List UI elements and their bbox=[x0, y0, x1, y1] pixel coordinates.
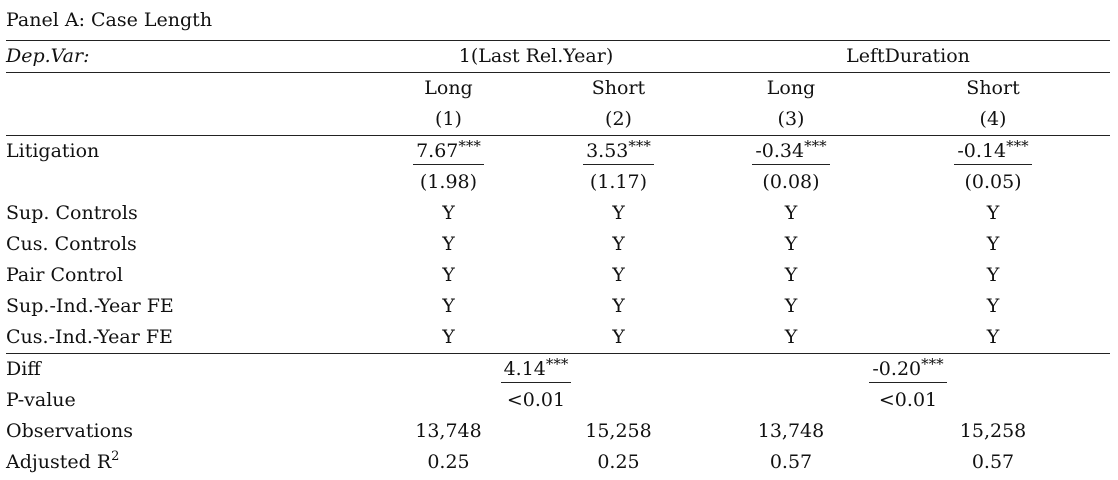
r2-2: 0.25 bbox=[597, 451, 640, 473]
row-label-pvalue: P-value bbox=[6, 389, 76, 411]
group-header-last-rel-year: 1(Last Rel.Year) bbox=[366, 40, 706, 73]
subhead-long-1: Long bbox=[366, 72, 531, 104]
col-number-1: (1) bbox=[366, 104, 531, 136]
column-number-row: (1) (2) (3) (4) bbox=[6, 104, 1111, 136]
diff-value-2: -0.20*** bbox=[869, 356, 947, 383]
observations-row: Observations 13,748 15,258 13,748 15,258 bbox=[6, 416, 1110, 447]
obs-2: 15,258 bbox=[585, 420, 652, 442]
se-2: (1.17) bbox=[589, 171, 648, 193]
se-3: (0.08) bbox=[762, 171, 820, 193]
cell-value: Y bbox=[784, 264, 798, 286]
row-label-litigation: Litigation bbox=[6, 140, 100, 162]
row-label-adjusted-r2: Adjusted R2 bbox=[6, 449, 120, 473]
dep-var-label: Dep.Var: bbox=[6, 40, 366, 73]
diff-row: Diff 4.14*** -0.20*** bbox=[6, 354, 1110, 386]
col-number-4: (4) bbox=[876, 104, 1111, 136]
se-4: (0.05) bbox=[964, 171, 1022, 193]
r2-4: 0.57 bbox=[971, 451, 1015, 473]
se-1: (1.98) bbox=[419, 171, 478, 193]
cell-value: Y bbox=[612, 295, 625, 317]
cell-value: Y bbox=[986, 202, 1000, 224]
panel-title: Panel A: Case Length bbox=[6, 9, 213, 31]
cell-value: Y bbox=[986, 264, 1000, 286]
subhead-long-3: Long bbox=[706, 72, 876, 104]
row-label-cus-ind-year-fe: Cus.-Ind.-Year FE bbox=[6, 322, 366, 354]
group-header-left-duration: LeftDuration bbox=[706, 40, 1111, 73]
standard-error-row: (1.98) (1.17) (0.08) (0.05) bbox=[6, 167, 1110, 198]
cell-value: Y bbox=[442, 295, 455, 317]
cell-value: Y bbox=[442, 202, 455, 224]
control-row: Sup. Controls Y Y Y Y bbox=[6, 198, 1110, 229]
coef-3: -0.34*** bbox=[752, 138, 830, 165]
pvalue-2: <0.01 bbox=[878, 389, 938, 411]
cell-value: Y bbox=[986, 295, 1000, 317]
r2-3: 0.57 bbox=[769, 451, 813, 473]
col-number-3: (3) bbox=[706, 104, 876, 136]
obs-3: 13,748 bbox=[757, 420, 825, 442]
cell-value: Y bbox=[442, 264, 455, 286]
row-label-observations: Observations bbox=[6, 420, 134, 442]
cell-value: Y bbox=[366, 322, 531, 354]
cell-value: Y bbox=[612, 233, 625, 255]
cell-value: Y bbox=[986, 233, 1000, 255]
coef-2: 3.53*** bbox=[583, 138, 654, 165]
col-number-2: (2) bbox=[531, 104, 706, 136]
adjusted-r2-row: Adjusted R2 0.25 0.25 0.57 0.57 bbox=[6, 447, 1110, 478]
pvalue-1: <0.01 bbox=[506, 389, 566, 411]
control-row: Pair Control Y Y Y Y bbox=[6, 260, 1110, 291]
coef-4: -0.14*** bbox=[954, 138, 1032, 165]
pvalue-row: P-value <0.01 <0.01 bbox=[6, 385, 1110, 416]
coef-1: 7.67*** bbox=[413, 138, 484, 165]
row-label-sup-ind-year-fe: Sup.-Ind.-Year FE bbox=[6, 295, 174, 317]
cell-value: Y bbox=[612, 264, 625, 286]
row-label-pair-control: Pair Control bbox=[6, 264, 123, 286]
litigation-row: Litigation 7.67*** 3.53*** -0.34*** -0.1… bbox=[6, 136, 1110, 168]
row-label-diff: Diff bbox=[6, 358, 41, 380]
control-row: Cus. Controls Y Y Y Y bbox=[6, 229, 1110, 260]
obs-1: 13,748 bbox=[415, 420, 482, 442]
diff-value-1: 4.14*** bbox=[500, 356, 572, 383]
cell-value: Y bbox=[784, 202, 798, 224]
cell-value: Y bbox=[784, 233, 798, 255]
group-header-row: Dep.Var: 1(Last Rel.Year) LeftDuration bbox=[6, 40, 1111, 73]
subhead-short-4: Short bbox=[876, 72, 1111, 104]
control-row: Cus.-Ind.-Year FE Y Y Y Y bbox=[6, 322, 1111, 354]
row-label-cus-controls: Cus. Controls bbox=[6, 233, 137, 255]
subhead-short-2: Short bbox=[531, 72, 706, 104]
cell-value: Y bbox=[876, 322, 1111, 354]
subhead-row: Long Short Long Short bbox=[6, 72, 1111, 104]
control-row: Sup.-Ind.-Year FE Y Y Y Y bbox=[6, 291, 1110, 322]
r2-1: 0.25 bbox=[427, 451, 470, 473]
row-label-sup-controls: Sup. Controls bbox=[6, 202, 138, 224]
obs-4: 15,258 bbox=[959, 420, 1027, 442]
regression-table: Dep.Var: 1(Last Rel.Year) LeftDuration L… bbox=[6, 40, 1111, 478]
cell-value: Y bbox=[612, 202, 625, 224]
cell-value: Y bbox=[784, 295, 798, 317]
cell-value: Y bbox=[706, 322, 876, 354]
cell-value: Y bbox=[442, 233, 455, 255]
cell-value: Y bbox=[531, 322, 706, 354]
